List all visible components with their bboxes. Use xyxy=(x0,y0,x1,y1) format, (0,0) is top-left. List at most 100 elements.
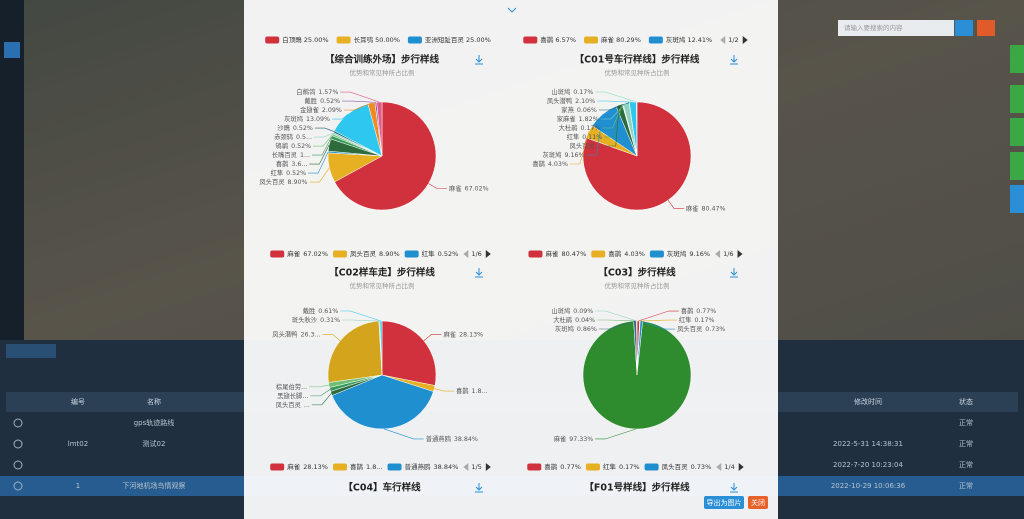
pager-prev[interactable] xyxy=(715,250,721,258)
slice-value: 0.73% xyxy=(705,326,725,333)
slice-label: 大杜鹃 0.04% xyxy=(553,315,595,324)
slice-label: 喜鹊 3.6... xyxy=(276,159,308,168)
row-radio[interactable] xyxy=(13,460,23,470)
slice-name: 山斑鸠 xyxy=(551,306,570,315)
legend-text: 80.47% xyxy=(561,250,586,258)
slice-name: 麻雀 xyxy=(686,203,699,212)
pager-next[interactable] xyxy=(742,36,748,44)
slice-label: 普通燕鸥 38.84% xyxy=(426,434,478,443)
sidebar-button[interactable] xyxy=(4,42,20,58)
download-icon[interactable] xyxy=(475,483,483,493)
pager-prev[interactable] xyxy=(720,36,726,44)
legend-text: 长耳鸮 50.00% xyxy=(354,35,400,44)
slice-value: 0.09% xyxy=(573,308,593,315)
slice-label: 喜鹊 0.77% xyxy=(681,306,717,315)
tool-button[interactable] xyxy=(1010,118,1024,146)
pager-prev[interactable] xyxy=(716,463,722,471)
chart-title: 【综合训练外场】步行样线 xyxy=(325,54,440,66)
slice-label: 红隼 0.52% xyxy=(271,168,307,177)
download-icon[interactable] xyxy=(475,55,483,65)
collapse-icon[interactable] xyxy=(507,7,517,13)
label-line xyxy=(342,100,376,103)
legend-swatch xyxy=(270,463,285,471)
slice-label: 沙鵖 0.52% xyxy=(277,123,313,132)
tool-button[interactable] xyxy=(1010,85,1024,113)
row-radio[interactable] xyxy=(13,481,23,491)
slice-value: 0.52% xyxy=(320,98,340,105)
slice-name: 灰斑鸠 xyxy=(284,114,303,123)
clear-button[interactable] xyxy=(977,20,995,36)
slice-label: 麻雀 97.33% xyxy=(554,434,594,443)
slice-name: 麻雀 xyxy=(449,184,462,193)
download-icon[interactable] xyxy=(730,268,738,278)
tool-button[interactable] xyxy=(1010,152,1024,180)
label-line xyxy=(605,105,620,147)
row-radio[interactable] xyxy=(13,418,23,428)
legend-text: 喜鹊 xyxy=(608,249,622,258)
pager-next[interactable] xyxy=(485,463,491,471)
download-icon[interactable] xyxy=(730,55,738,65)
chart-subtitle: 优势和常见种所占比例 xyxy=(605,68,670,77)
slice-name: 大杜鹃 xyxy=(553,315,572,324)
legend-text: 喜鹊 6.57% xyxy=(540,35,576,44)
tab[interactable] xyxy=(6,344,56,358)
legend-item: 长耳鸮 50.00% xyxy=(354,35,400,44)
legend-text: 普通燕鸥 xyxy=(405,462,432,471)
slice-label: 金翅雀 2.09% xyxy=(300,105,342,114)
legend-text: 0.17% xyxy=(619,463,640,471)
tool-button[interactable] xyxy=(1010,185,1024,213)
slice-label: 红隼 0.11% xyxy=(567,132,603,141)
download-icon[interactable] xyxy=(730,483,738,493)
label-line xyxy=(309,167,330,183)
slice-value: 28.13% xyxy=(459,331,483,338)
download-icon[interactable] xyxy=(475,268,483,278)
slice-value: 0.11% xyxy=(582,134,602,141)
slice-label: 家燕 0.06% xyxy=(561,105,597,114)
slice-label: 灰斑鸠 13.09% xyxy=(284,114,330,123)
slice-value: 0.17% xyxy=(580,125,600,132)
slice-value: 8.90% xyxy=(288,179,308,186)
label-line xyxy=(595,91,637,103)
slice-label: 大杜鹃 0.17% xyxy=(559,123,601,132)
pager-next[interactable] xyxy=(485,250,491,258)
legend-text: 9.16% xyxy=(689,250,710,258)
row-radio[interactable] xyxy=(13,439,23,449)
legend-swatch xyxy=(523,36,538,44)
slice-label: 凤头百灵... xyxy=(570,141,604,150)
pie-slice xyxy=(376,101,383,157)
legend-text: 1.8... xyxy=(366,463,383,471)
slice-name: 凤头百灵 xyxy=(570,141,596,150)
close-label[interactable]: 关闭 xyxy=(751,498,765,507)
legend-swatch xyxy=(649,250,664,258)
tool-button[interactable] xyxy=(1010,45,1024,73)
chart-title: 【F01号样线】步行样线 xyxy=(584,482,690,494)
slice-label: 白鹡鸰 1.57% xyxy=(296,87,338,96)
slice-value: 1... xyxy=(300,152,310,159)
slice-value: 0.52% xyxy=(286,170,306,177)
legend-swatch xyxy=(585,463,600,471)
slice-value: ... xyxy=(598,143,604,150)
legend-item: 喜鹊 6.57% xyxy=(540,35,576,44)
legend-text: 红隼 xyxy=(603,462,617,471)
export-label[interactable]: 导出为图片 xyxy=(707,498,742,507)
legend-item: 麻雀 80.47% xyxy=(545,249,586,258)
close-button[interactable] xyxy=(748,496,768,509)
search-box[interactable] xyxy=(838,20,954,36)
chart-title: 【C04】车行样线 xyxy=(343,482,421,494)
pager-next[interactable] xyxy=(737,250,743,258)
legend-swatch xyxy=(648,36,663,44)
legend-swatch xyxy=(528,250,543,258)
export-button[interactable] xyxy=(704,496,744,509)
slice-value: 0.86% xyxy=(577,326,597,333)
pager-prev[interactable] xyxy=(463,250,469,258)
table-cell: lmt02 xyxy=(68,440,88,448)
slice-label: 灰斑鸠 9.16% xyxy=(543,150,585,159)
pager-prev[interactable] xyxy=(463,463,469,471)
label-line xyxy=(434,388,454,392)
slice-name: 凤头百灵 xyxy=(259,177,285,186)
table-cell: 2022-7-20 10:23:04 xyxy=(833,461,903,469)
search-button[interactable] xyxy=(955,20,973,36)
pager-next[interactable] xyxy=(738,463,744,471)
slice-value: 2.09% xyxy=(322,107,342,114)
chart-subtitle: 优势和常见种所占比例 xyxy=(350,68,415,77)
